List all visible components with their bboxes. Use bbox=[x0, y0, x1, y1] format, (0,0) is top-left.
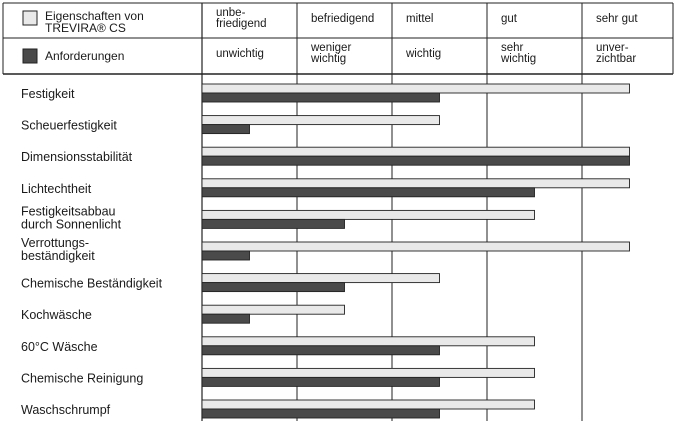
bar-requirements-9 bbox=[201, 376, 440, 387]
category-label-5-line1: Verrottungs- bbox=[21, 236, 89, 250]
category-label-9: Chemische Reinigung bbox=[21, 371, 143, 385]
category-label-1: Scheuerfestigkeit bbox=[21, 119, 117, 133]
bar-requirements-7 bbox=[201, 313, 250, 324]
bar-properties-6 bbox=[201, 273, 440, 284]
scale-bottom-label-4-line2: zichtbar bbox=[596, 53, 636, 65]
scale-top-label-0-line1: unbe- bbox=[216, 7, 246, 19]
scale-top-label-3-line1: gut bbox=[501, 13, 518, 25]
bar-requirements-6 bbox=[201, 282, 345, 293]
category-label-7: Kochwäsche bbox=[21, 308, 92, 322]
bar-properties-0 bbox=[201, 83, 630, 94]
category-label-5-line2: beständigkeit bbox=[21, 249, 95, 263]
legend-label-properties-line2: TREVIRA® CS bbox=[45, 21, 126, 35]
bar-requirements-2 bbox=[201, 155, 630, 166]
scale-top-label-4-line1: sehr gut bbox=[596, 13, 638, 25]
bar-properties-9 bbox=[201, 367, 535, 378]
category-label-3: Lichtechtheit bbox=[21, 182, 92, 196]
bars bbox=[201, 83, 630, 419]
scale-bottom-label-4-line1: unver- bbox=[596, 42, 629, 54]
bar-properties-3 bbox=[201, 178, 630, 189]
scale-top-labels: unbe-friedigend befriedigend mittel gut sehr… bbox=[216, 7, 638, 30]
bar-requirements-1 bbox=[201, 124, 250, 135]
scale-bottom-label-0-line1: unwichtig bbox=[216, 48, 264, 60]
scale-top-label-1-line1: befriedigend bbox=[311, 13, 374, 25]
scale-bottom-label-3-line2: wichtig bbox=[500, 53, 536, 65]
scale-bottom-label-1-line2: wichtig bbox=[310, 53, 346, 65]
bar-requirements-0 bbox=[201, 92, 440, 103]
scale-bottom-label-2-line1: wichtig bbox=[405, 48, 441, 60]
bar-properties-8 bbox=[201, 336, 535, 347]
scale-top-label-0-line2: friedigend bbox=[216, 18, 267, 30]
bar-requirements-5 bbox=[201, 250, 250, 261]
bar-requirements-4 bbox=[201, 218, 345, 229]
legend-swatch-requirements bbox=[22, 48, 38, 64]
category-labels: Festigkeit Scheuerfestigkeit Dimensionssta… bbox=[21, 87, 163, 417]
category-label-2: Dimensionsstabilität bbox=[21, 150, 133, 164]
category-label-8: 60°C Wäsche bbox=[21, 340, 98, 354]
scale-bottom-label-3-line1: sehr bbox=[501, 42, 524, 54]
legend-label-requirements: Anforderungen bbox=[45, 49, 124, 63]
bar-properties-7 bbox=[201, 304, 345, 315]
bar-properties-5 bbox=[201, 241, 630, 252]
category-label-6: Chemische Beständigkeit bbox=[21, 277, 163, 291]
bar-properties-4 bbox=[201, 209, 535, 220]
legend: Eigenschaften von TREVIRA® CS Anforderun… bbox=[22, 9, 144, 64]
category-label-4-line2: durch Sonnenlicht bbox=[21, 217, 122, 231]
legend-swatch-properties bbox=[22, 10, 38, 26]
category-label-4-line1: Festigkeitsabbau bbox=[21, 204, 116, 218]
legend-label-properties-line1: Eigenschaften von bbox=[45, 9, 144, 23]
category-label-10: Waschschrumpf bbox=[21, 403, 111, 417]
scale-top-label-2-line1: mittel bbox=[406, 13, 433, 25]
bar-requirements-8 bbox=[201, 345, 440, 356]
bar-requirements-3 bbox=[201, 187, 535, 198]
scale-bottom-label-1-line1: weniger bbox=[310, 42, 351, 54]
category-label-0: Festigkeit bbox=[21, 87, 75, 101]
bar-requirements-10 bbox=[201, 408, 440, 419]
bar-properties-2 bbox=[201, 146, 630, 157]
bar-properties-10 bbox=[201, 399, 535, 410]
bar-properties-1 bbox=[201, 115, 440, 126]
